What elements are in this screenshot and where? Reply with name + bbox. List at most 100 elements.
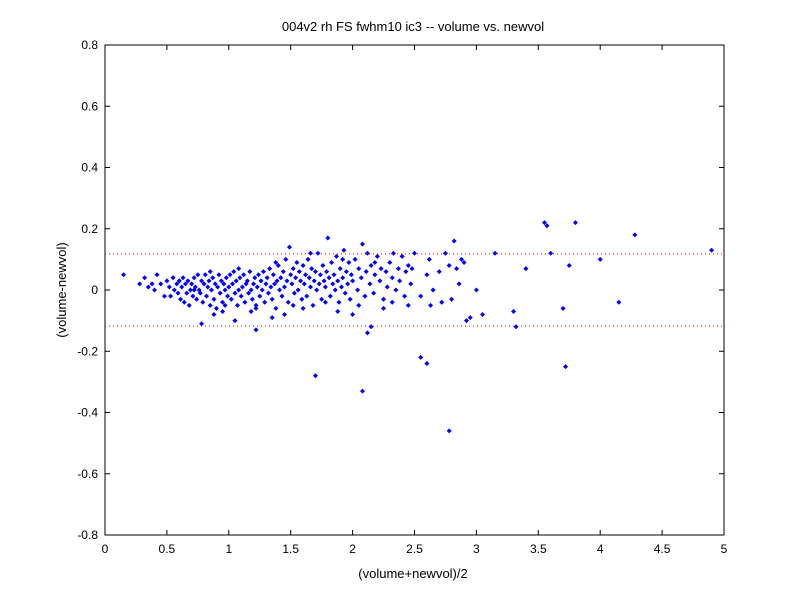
data-points — [121, 220, 715, 434]
data-point — [513, 324, 519, 330]
data-point — [247, 269, 253, 275]
data-point — [210, 275, 216, 281]
data-point — [335, 278, 341, 284]
y-tick-label: 0.8 — [81, 38, 98, 52]
data-point — [273, 259, 279, 265]
data-point — [442, 250, 448, 256]
data-point — [264, 275, 270, 281]
data-point — [277, 287, 283, 293]
data-point — [371, 290, 377, 296]
data-point — [308, 250, 314, 256]
data-point — [389, 275, 395, 281]
data-point — [312, 373, 318, 379]
data-point — [223, 275, 229, 281]
data-point — [511, 308, 517, 314]
data-point — [204, 293, 210, 299]
axis-ticks: 0 0.5 1 1.5 2 2.5 3 3.5 4 4.5 5 -0.8 -0.6 -0.4 -0.2 0 0.… — [77, 38, 727, 556]
data-point — [358, 275, 364, 281]
data-point — [405, 263, 411, 268]
data-point — [166, 284, 172, 290]
data-point — [345, 281, 351, 287]
data-point — [377, 278, 383, 284]
data-point — [350, 312, 356, 317]
data-point — [259, 287, 265, 293]
data-point — [331, 272, 337, 278]
data-point — [248, 308, 254, 314]
data-point — [249, 296, 255, 302]
data-point — [350, 278, 356, 284]
data-point — [709, 247, 715, 253]
data-point — [184, 290, 190, 296]
x-tick-label: 4 — [597, 542, 604, 556]
data-point — [397, 278, 403, 284]
data-point — [284, 278, 290, 284]
data-point — [200, 299, 206, 305]
data-point — [364, 250, 370, 256]
data-point — [285, 299, 291, 305]
data-point — [216, 272, 222, 278]
data-point — [563, 364, 569, 370]
data-point — [232, 318, 238, 324]
data-point — [424, 361, 430, 366]
data-point — [170, 275, 176, 281]
data-point — [305, 256, 311, 262]
data-point — [327, 293, 333, 299]
data-point — [473, 287, 479, 293]
data-point — [291, 290, 297, 296]
data-point — [202, 272, 208, 278]
data-point — [436, 269, 442, 275]
data-point — [325, 235, 331, 241]
data-point — [402, 293, 408, 299]
data-point — [218, 278, 224, 284]
data-point — [231, 269, 237, 275]
data-point — [298, 278, 304, 284]
data-point — [254, 284, 260, 290]
data-point — [269, 315, 275, 321]
data-point — [395, 266, 401, 272]
data-point — [360, 388, 366, 394]
data-point — [459, 256, 465, 262]
data-point — [207, 302, 213, 308]
data-point — [149, 281, 155, 287]
data-point — [541, 220, 547, 226]
data-point — [632, 232, 638, 238]
data-point — [270, 272, 276, 278]
data-point — [463, 318, 469, 324]
data-point — [316, 281, 322, 287]
data-point — [262, 299, 268, 305]
data-point — [289, 281, 295, 287]
data-point — [253, 302, 259, 308]
data-point — [208, 287, 214, 293]
data-point — [296, 269, 302, 275]
data-point — [356, 266, 362, 272]
data-point — [364, 330, 370, 336]
data-point — [384, 284, 390, 290]
data-point — [424, 272, 430, 278]
data-point — [446, 263, 452, 268]
data-point — [145, 284, 151, 290]
data-point — [227, 272, 233, 278]
data-point — [362, 293, 368, 299]
data-point — [334, 253, 340, 259]
data-point — [368, 263, 374, 268]
data-point — [278, 275, 284, 281]
data-point — [197, 290, 203, 296]
data-point — [205, 284, 211, 290]
data-point — [228, 296, 234, 302]
data-point — [319, 296, 325, 302]
data-point — [321, 278, 327, 284]
data-point — [418, 354, 424, 360]
data-point — [171, 287, 177, 293]
data-point — [348, 272, 354, 278]
y-tick-label: 0.6 — [81, 99, 98, 113]
data-point — [368, 324, 374, 330]
data-point — [267, 266, 273, 272]
data-point — [572, 220, 578, 226]
data-point — [164, 278, 170, 284]
x-tick-label: 1.5 — [282, 542, 299, 556]
data-point — [381, 296, 387, 302]
data-point — [403, 269, 409, 275]
data-point — [190, 293, 196, 299]
data-point — [282, 284, 288, 290]
chart-title: 004v2 rh FS fwhm10 ic3 -- volume vs. new… — [282, 19, 544, 34]
